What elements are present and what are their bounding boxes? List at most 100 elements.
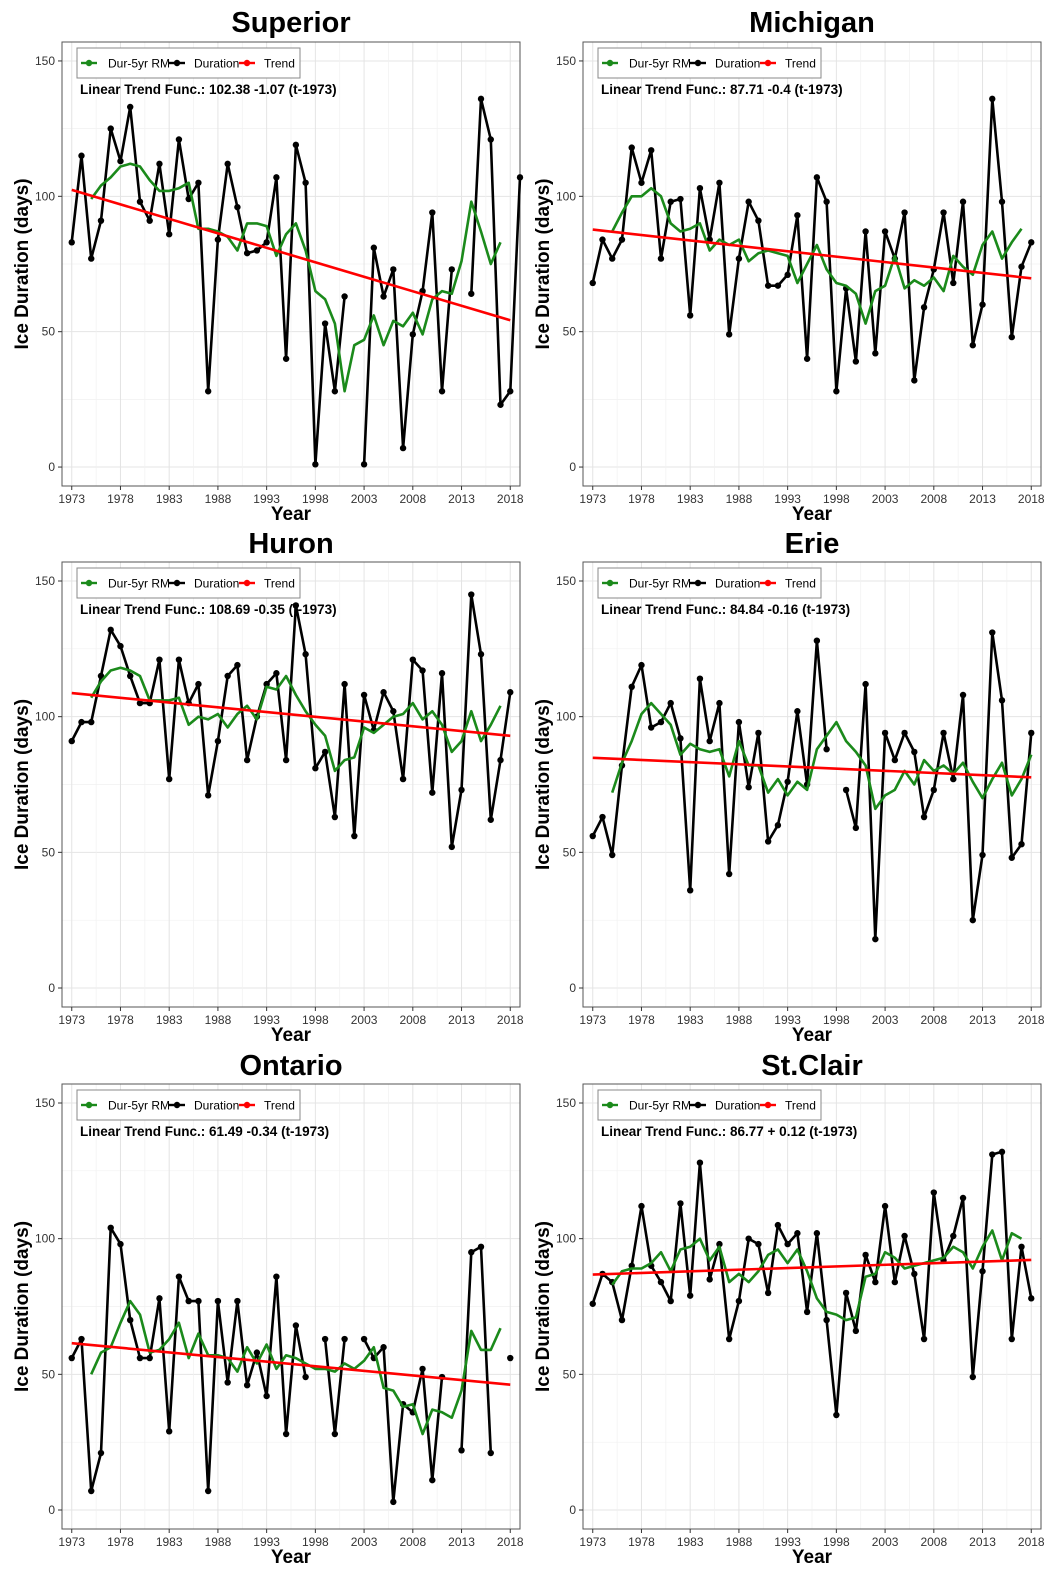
y-tick-label: 50 [563,325,577,339]
data-point-duration [302,651,309,658]
series-rm [90,162,502,393]
data-point-duration [429,1476,436,1484]
data-point-duration [409,656,417,663]
trend-annotation: Linear Trend Func.: 87.71 -0.4 (t-1973) [601,82,843,97]
y-tick-label: 150 [35,54,55,68]
data-point-duration [618,1316,626,1324]
y-tick-label: 50 [42,1367,56,1381]
data-point-duration [774,282,782,289]
data-point-duration [755,1240,762,1248]
data-point-duration [803,355,811,362]
data-point-duration [204,1487,212,1495]
data-point-duration [599,236,606,243]
x-axis-label: Year [792,1025,833,1046]
legend-key-point [243,59,251,67]
data-point-duration [273,174,280,181]
data-point-duration [735,1297,743,1305]
data-point-duration [930,1189,938,1196]
data-point-duration [901,1232,908,1240]
data-point-duration [716,699,723,707]
legend-label: Duration [194,57,239,71]
series-rm [611,1229,1023,1322]
data-point-duration [507,689,514,696]
x-tick-label: 2003 [872,1013,899,1027]
y-tick-label: 0 [569,981,576,995]
data-point-duration [706,737,713,745]
x-tick-label: 2013 [969,492,996,506]
legend-label: Duration [715,577,760,591]
data-point-duration [881,228,889,235]
trend-annotation: Linear Trend Func.: 84.84 -0.16 (t-1973) [601,602,850,617]
data-point-duration [458,786,465,794]
data-point-duration [156,1295,163,1302]
chart-title: St.Clair [761,1050,863,1082]
y-tick-label: 100 [35,189,55,203]
data-point-duration [214,236,222,243]
data-point-duration [979,1268,986,1275]
data-point-duration [204,388,212,395]
x-tick-label: 1993 [774,1535,801,1549]
trend-line [71,1341,511,1386]
x-axis-label: Year [271,1547,312,1568]
data-point-duration [833,388,840,395]
legend-key-point [606,59,614,67]
data-point-duration [852,824,860,832]
data-point-duration [998,697,1006,704]
y-tick-label: 100 [556,1232,576,1246]
y-tick-label: 50 [42,845,56,859]
data-point-duration [940,209,947,216]
data-point-duration [185,1297,192,1305]
series-line-dur-5yr-rm [90,1299,502,1436]
data-point-duration [833,1411,840,1419]
x-tick-label: 1973 [579,1013,606,1027]
x-tick-label: 1973 [58,1013,85,1027]
data-point-duration [891,1278,899,1286]
data-point-duration [243,249,251,257]
data-point-duration [648,147,655,154]
data-point-duration [97,672,105,680]
data-point-duration [969,1373,976,1381]
series-line-dur-5yr-rm [610,701,1033,811]
data-point-duration [156,656,163,663]
x-tick-label: 2018 [497,492,524,506]
data-point-duration [706,1276,713,1283]
data-point-duration [390,266,397,273]
series-rm [90,1299,502,1436]
data-point-duration [312,765,319,772]
plot-border [61,561,521,1008]
data-point-duration [667,1297,674,1305]
data-point-duration [725,331,733,338]
y-tick-label: 0 [48,981,55,995]
data-point-duration [677,195,684,203]
data-point-duration [794,212,801,219]
data-point-duration [360,1335,368,1343]
data-point-duration [969,342,976,349]
y-axis-label: Ice Duration (days) [533,1221,554,1392]
data-point-duration [872,1278,879,1286]
data-point-duration [599,813,606,821]
x-tick-label: 2013 [448,1013,475,1027]
data-point-duration [735,718,743,726]
legend-key-point [85,1101,93,1109]
x-tick-label: 1993 [253,492,280,506]
legend-label: Trend [785,1099,816,1113]
data-point-duration [341,680,348,688]
data-point-duration [468,591,475,598]
x-tick-label: 1993 [774,492,801,506]
data-point-duration [628,144,635,151]
data-point-duration [969,916,976,924]
data-point-duration [68,239,75,246]
data-point-duration [68,737,75,745]
data-point-duration [696,1159,704,1166]
y-tick-label: 150 [556,574,576,588]
data-point-duration [940,729,947,737]
data-point-duration [224,1379,231,1386]
x-tick-label: 2008 [920,492,947,506]
series-duration [589,1148,1035,1419]
data-point-duration [195,680,202,688]
legend: Dur-5yr RM Duration Trend [76,47,301,79]
data-point-duration [409,331,417,338]
data-point-duration [107,1224,114,1232]
x-tick-label: 1973 [579,492,606,506]
x-tick-label: 1983 [677,492,704,506]
